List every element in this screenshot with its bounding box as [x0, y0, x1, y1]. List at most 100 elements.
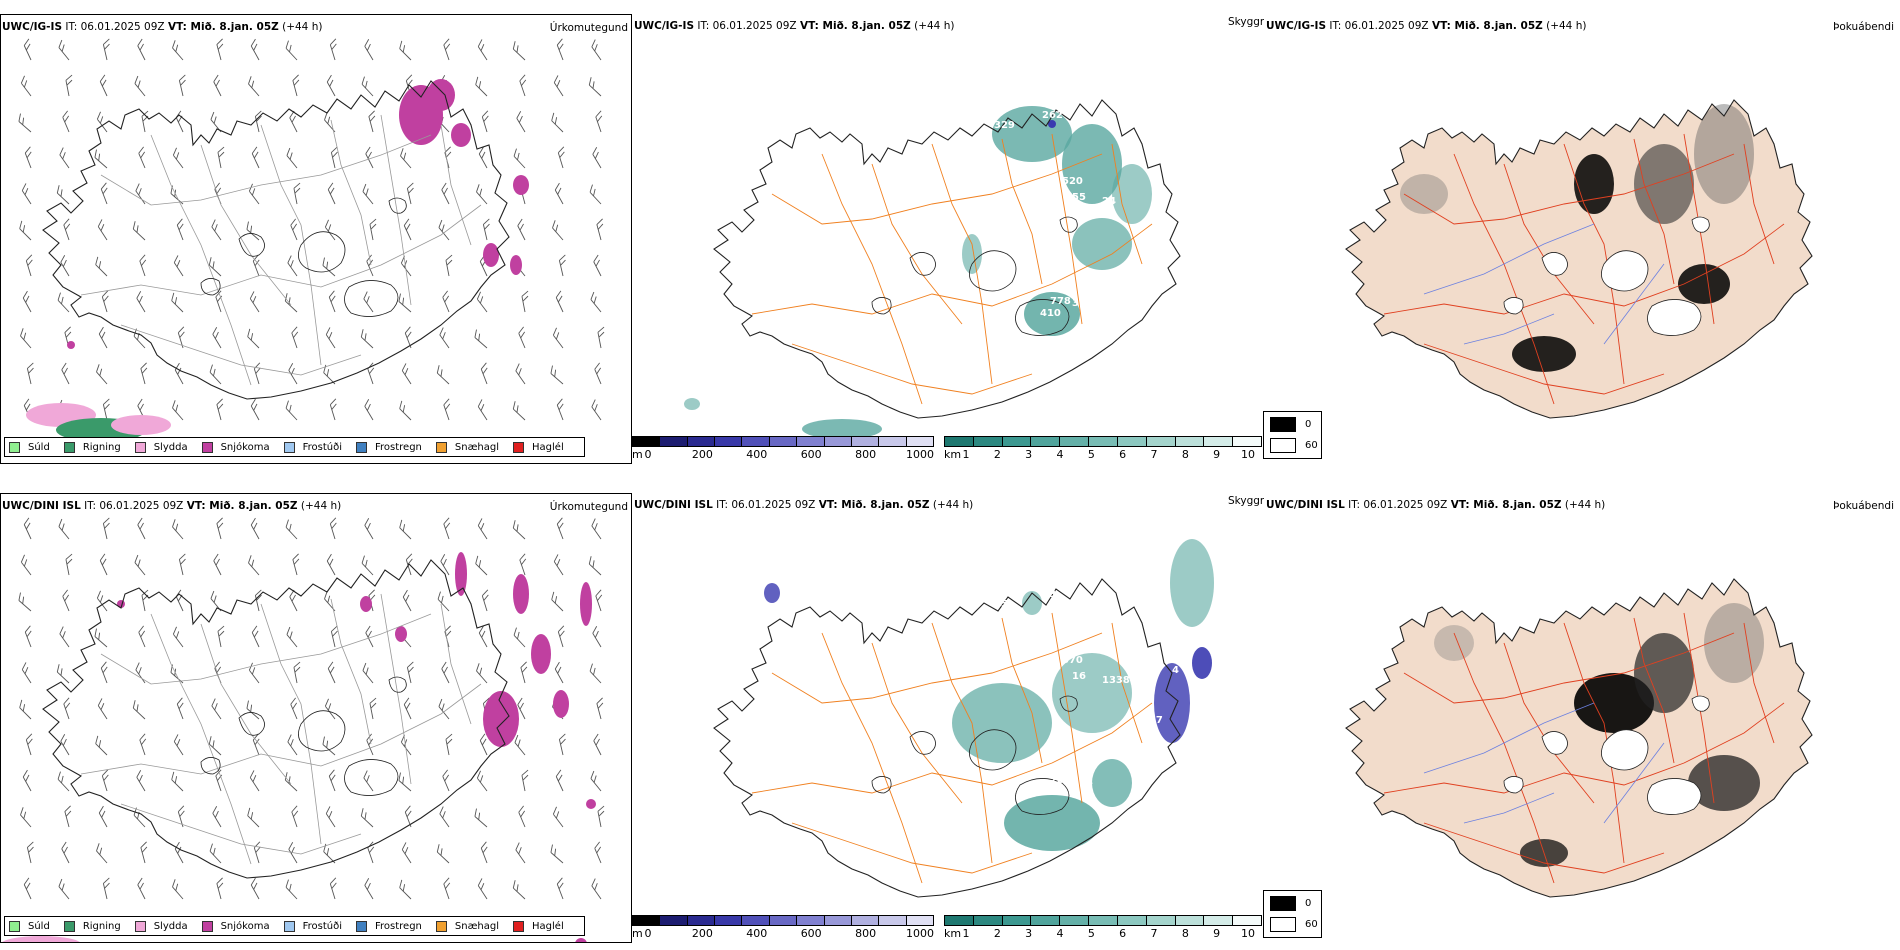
colorbar-cell	[824, 916, 852, 925]
precip-map-1	[18, 38, 605, 442]
colorbar-cell	[1204, 437, 1234, 446]
fog-legend-row: 0	[1270, 417, 1311, 432]
legend-item: Frostregn	[356, 920, 422, 932]
colorbar-cell	[1175, 437, 1205, 446]
panel-header: UWC/DINI ISL IT: 06.01.2025 09Z VT: Mið.…	[2, 500, 342, 512]
colorbar-cell	[851, 437, 880, 446]
legend-label: Slydda	[153, 920, 188, 932]
colorbar-cell	[715, 437, 743, 446]
colorbar-ticks: 1 2 3 4 5 6 7 8 9 10	[944, 926, 1262, 940]
fog-panel-2: UWC/DINI ISL IT: 06.01.2025 09Z VT: Mið.…	[1264, 493, 1900, 943]
colorbar-cell	[1060, 916, 1090, 925]
cloud-base-label: 247	[1142, 715, 1163, 726]
legend-label: Snjókoma	[220, 441, 270, 453]
legend-item: Snæhagl	[435, 441, 500, 453]
fog-legend-row: 60	[1270, 917, 1318, 932]
legend-swatch	[63, 441, 75, 453]
fog-legend-swatch	[1270, 438, 1296, 453]
legend-label: Frostúði	[302, 441, 342, 453]
colorbar-cell	[687, 437, 716, 446]
legend-label: Frostregn	[375, 441, 422, 453]
legend-label: Frostúði	[302, 920, 342, 932]
colorbar-tick: 2	[993, 927, 1001, 940]
cloud-base-colorbar-1: m 0 200 400 600 800 1000	[632, 436, 934, 462]
colorbar-cell	[715, 916, 743, 925]
colorbar-tick: 1000	[906, 448, 934, 461]
colorbar-tick: 4	[1056, 927, 1064, 940]
colorbar-tick: 1	[962, 448, 970, 461]
colorbar-tick: 4	[1056, 448, 1064, 461]
colorbar-cells	[944, 915, 1262, 926]
colorbar-cell	[1031, 437, 1061, 446]
fog-legend-swatch	[1270, 417, 1296, 432]
colorbar-tick: 5	[1087, 927, 1095, 940]
legend-item: Snæhagl	[435, 920, 499, 932]
precip-map-2	[2, 517, 605, 942]
colorbar-cell	[633, 437, 661, 446]
legend-swatch	[134, 920, 146, 932]
colorbar-tick: 8	[1181, 448, 1189, 461]
fog-legend-row: 0	[1270, 896, 1311, 911]
colorbar-tick: 400	[746, 448, 768, 461]
cloud-base-label: 410	[1040, 308, 1061, 319]
colorbar-tick: 7	[1150, 927, 1158, 940]
colorbar-tick: 1	[962, 927, 970, 940]
cloud-base-label: 1	[1172, 186, 1179, 197]
legend-swatch	[435, 441, 447, 453]
cloud-base-label: 1338	[1102, 675, 1130, 686]
colorbar-tick: 0	[644, 448, 652, 461]
colorbar-cell	[742, 437, 770, 446]
colorbar-tick: 3	[1025, 927, 1033, 940]
colorbar-tick: 0	[644, 927, 652, 940]
colorbar-tick: 8	[1181, 927, 1189, 940]
cloud-base-label: 390	[1040, 787, 1061, 798]
fog-legend-2: 0 60	[1263, 890, 1322, 938]
cloud-base-label: 370	[1062, 655, 1083, 666]
colorbar-cell	[879, 437, 907, 446]
colorbar-tick: 200	[691, 448, 713, 461]
legend-label: Haglél	[532, 920, 564, 932]
colorbar-unit: km	[944, 927, 962, 940]
colorbar-cell	[945, 437, 974, 446]
legend-item: Snjókoma	[201, 441, 270, 453]
colorbar-cell	[633, 916, 661, 925]
colorbar-cell	[906, 437, 933, 446]
cloud-base-label: 204	[972, 114, 993, 125]
colorbar-tick: 6	[1119, 448, 1127, 461]
fog-map-1	[1345, 99, 1813, 419]
visibility-colorbar-2: km 1 2 3 4 5 6 7 8 9 10	[944, 915, 1262, 941]
colorbar-tick: 5	[1087, 448, 1095, 461]
legend-swatch	[134, 441, 146, 453]
fog-legend-label: 60	[1305, 919, 1318, 930]
legend-label: Slydda	[153, 441, 188, 453]
fog-legend-swatch	[1270, 917, 1296, 932]
cloud-base-label: 33	[1142, 236, 1156, 247]
legend-swatch	[356, 441, 367, 453]
fog-legend-swatch	[1270, 896, 1296, 911]
colorbar-cells	[632, 915, 934, 926]
colorbar-cell	[973, 437, 1003, 446]
colorbar-cell	[687, 916, 716, 925]
colorbar-cell	[797, 437, 825, 446]
cloud-base-label: 377	[1072, 298, 1093, 309]
legend-item: Slydda	[134, 920, 188, 932]
fog-panel-1: UWC/IG-IS IT: 06.01.2025 09Z VT: Mið. 8.…	[1264, 14, 1900, 464]
colorbar-cell	[660, 916, 688, 925]
legend-swatch	[9, 441, 20, 453]
legend-label: Frostregn	[375, 920, 422, 932]
legend-swatch	[435, 920, 447, 932]
panel-title: Þokuábendi	[1833, 500, 1894, 512]
legend-swatch	[513, 441, 525, 453]
colorbar-tick: 800	[855, 927, 877, 940]
cloud-base-label: 55	[1072, 192, 1086, 203]
fog-legend-label: 0	[1305, 419, 1312, 430]
cloud-base-label: 329	[994, 120, 1015, 131]
colorbar-tick: 3	[1025, 448, 1033, 461]
visibility-panel-1: 204 329 262 520 55 24 778 377 410 33 1 UWC/IG-IS I…	[632, 14, 1264, 464]
colorbar-cell	[1146, 437, 1176, 446]
colorbar-tick: 1000	[906, 927, 934, 940]
legend-label: Snæhagl	[454, 441, 500, 453]
colorbar-cells	[632, 436, 934, 447]
colorbar-tick: 10	[1241, 927, 1255, 940]
